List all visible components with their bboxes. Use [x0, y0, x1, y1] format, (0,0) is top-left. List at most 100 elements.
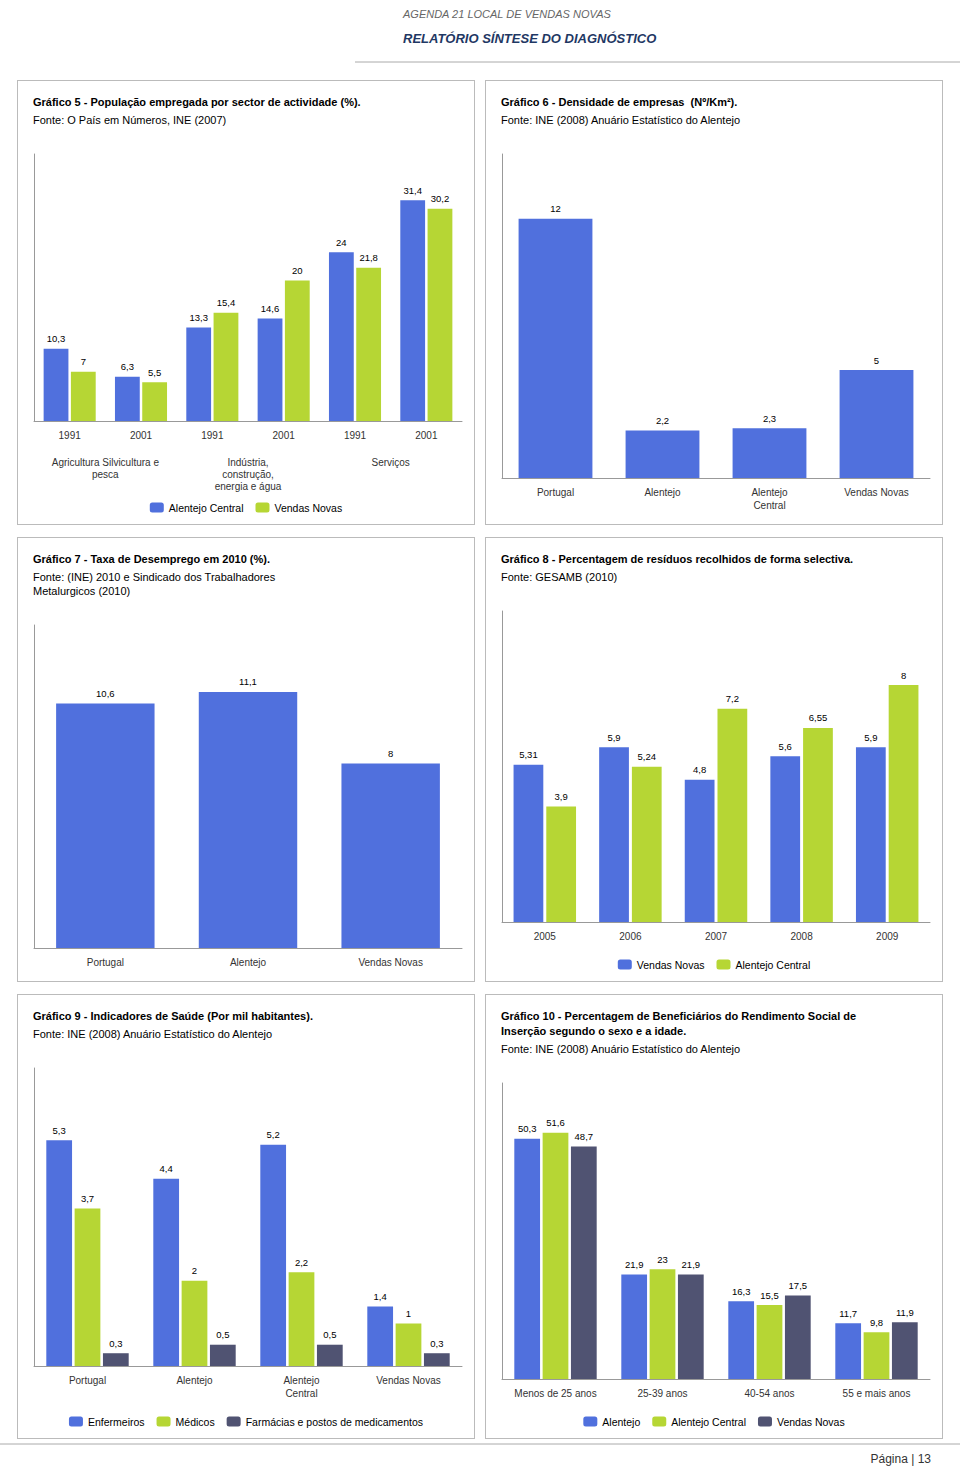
svg-text:8: 8	[901, 670, 906, 681]
svg-text:21,8: 21,8	[359, 252, 378, 263]
svg-text:2,2: 2,2	[295, 1257, 308, 1268]
svg-text:14,6: 14,6	[261, 303, 280, 314]
svg-text:Alentejo: Alentejo	[283, 1375, 320, 1386]
svg-text:Vendas Novas: Vendas Novas	[637, 959, 705, 971]
svg-text:Gráfico 6 - Densidade de empre: Gráfico 6 - Densidade de empresas (Nº/Km…	[501, 96, 737, 108]
svg-text:7: 7	[81, 356, 86, 367]
svg-text:0,5: 0,5	[323, 1329, 336, 1340]
svg-text:2001: 2001	[273, 430, 296, 441]
svg-text:Agricultura Silvicultura e: Agricultura Silvicultura e	[52, 457, 160, 468]
svg-text:Serviços: Serviços	[371, 457, 409, 468]
svg-text:16,3: 16,3	[732, 1286, 751, 1297]
svg-text:Médicos: Médicos	[176, 1416, 215, 1428]
svg-text:4,8: 4,8	[693, 764, 706, 775]
svg-text:Portugal: Portugal	[69, 1375, 106, 1386]
svg-text:20: 20	[292, 265, 303, 276]
svg-text:Alentejo: Alentejo	[644, 487, 681, 498]
svg-text:energia e água: energia e água	[215, 481, 282, 492]
svg-text:2,3: 2,3	[763, 413, 776, 424]
svg-text:Central: Central	[285, 1388, 317, 1399]
svg-text:51,6: 51,6	[546, 1117, 565, 1128]
svg-text:6,55: 6,55	[809, 712, 828, 723]
svg-text:1: 1	[406, 1308, 411, 1319]
svg-text:40-54 anos: 40-54 anos	[744, 1388, 794, 1399]
svg-text:Gráfico 5 - População empregad: Gráfico 5 - População empregada por sect…	[33, 96, 361, 108]
svg-text:construção,: construção,	[222, 469, 274, 480]
svg-text:2,2: 2,2	[656, 415, 669, 426]
svg-text:5,9: 5,9	[864, 732, 877, 743]
svg-text:2006: 2006	[619, 931, 642, 942]
svg-text:21,9: 21,9	[682, 1259, 701, 1270]
svg-text:Central: Central	[753, 500, 785, 511]
svg-text:Alentejo Central: Alentejo Central	[736, 959, 811, 971]
svg-text:2008: 2008	[790, 931, 813, 942]
svg-text:3,7: 3,7	[81, 1193, 94, 1204]
svg-text:Vendas Novas: Vendas Novas	[274, 502, 342, 514]
svg-text:Vendas Novas: Vendas Novas	[376, 1375, 441, 1386]
svg-text:4,4: 4,4	[160, 1163, 173, 1174]
svg-text:9,8: 9,8	[870, 1317, 883, 1328]
svg-text:25-39 anos: 25-39 anos	[637, 1388, 687, 1399]
svg-text:1991: 1991	[201, 430, 224, 441]
svg-text:3,9: 3,9	[555, 791, 568, 802]
svg-text:Portugal: Portugal	[87, 957, 124, 968]
svg-text:0,3: 0,3	[109, 1338, 122, 1349]
svg-text:5,24: 5,24	[638, 751, 657, 762]
svg-text:11,9: 11,9	[896, 1307, 914, 1318]
svg-text:Portugal: Portugal	[537, 487, 574, 498]
svg-text:12: 12	[550, 203, 561, 214]
svg-text:Alentejo Central: Alentejo Central	[169, 502, 244, 514]
svg-text:pesca: pesca	[92, 469, 119, 480]
svg-text:5,6: 5,6	[779, 741, 792, 752]
svg-text:15,4: 15,4	[217, 297, 236, 308]
svg-text:Fonte: GESAMB (2010): Fonte: GESAMB (2010)	[501, 571, 617, 583]
svg-text:Vendas Novas: Vendas Novas	[358, 957, 423, 968]
svg-text:Inserção segundo o sexo e a id: Inserção segundo o sexo e a idade.	[501, 1025, 686, 1037]
svg-text:2009: 2009	[876, 931, 899, 942]
svg-text:Indústria,: Indústria,	[227, 457, 268, 468]
svg-text:Fonte: INE (2008) Anuário Esta: Fonte: INE (2008) Anuário Estatístico do…	[501, 1043, 740, 1055]
svg-text:31,4: 31,4	[403, 185, 422, 196]
svg-text:Alentejo Central: Alentejo Central	[671, 1416, 746, 1428]
svg-text:AGENDA 21 LOCAL DE VENDAS NOVA: AGENDA 21 LOCAL DE VENDAS NOVAS	[402, 8, 612, 20]
svg-text:30,2: 30,2	[431, 193, 450, 204]
svg-text:2005: 2005	[534, 931, 557, 942]
svg-text:RELATÓRIO SÍNTESE DO DIAGNÓSTI: RELATÓRIO SÍNTESE DO DIAGNÓSTICO	[403, 31, 656, 46]
svg-text:0,3: 0,3	[430, 1338, 443, 1349]
svg-text:Alentejo: Alentejo	[751, 487, 788, 498]
svg-text:11,1: 11,1	[239, 676, 257, 687]
svg-text:17,5: 17,5	[789, 1280, 808, 1291]
svg-text:7,2: 7,2	[726, 693, 739, 704]
svg-text:Gráfico 10 - Percentagem de Be: Gráfico 10 - Percentagem de Beneficiário…	[501, 1010, 856, 1022]
svg-text:5,9: 5,9	[607, 732, 620, 743]
svg-text:5: 5	[874, 355, 879, 366]
svg-text:2007: 2007	[705, 931, 728, 942]
svg-text:1991: 1991	[59, 430, 82, 441]
svg-text:21,9: 21,9	[625, 1259, 644, 1270]
svg-text:Gráfico 8 - Percentagem de res: Gráfico 8 - Percentagem de resíduos reco…	[501, 553, 853, 565]
svg-text:0,5: 0,5	[216, 1329, 229, 1340]
svg-text:Gráfico 9 - Indicadores de Saú: Gráfico 9 - Indicadores de Saúde (Por mi…	[33, 1010, 313, 1022]
svg-text:10,3: 10,3	[47, 333, 65, 344]
svg-text:Fonte: INE (2008) Anuário Esta: Fonte: INE (2008) Anuário Estatístico do…	[501, 114, 740, 126]
svg-text:5,31: 5,31	[519, 749, 538, 760]
svg-text:1991: 1991	[344, 430, 367, 441]
svg-text:Alentejo: Alentejo	[230, 957, 267, 968]
svg-text:Fonte: (INE) 2010 e Sindicado: Fonte: (INE) 2010 e Sindicado dos Trabal…	[33, 571, 276, 583]
svg-text:2001: 2001	[415, 430, 438, 441]
svg-text:11,7: 11,7	[839, 1308, 857, 1319]
svg-text:1,4: 1,4	[374, 1291, 387, 1302]
svg-text:8: 8	[388, 748, 393, 759]
svg-text:Vendas Novas: Vendas Novas	[844, 487, 909, 498]
svg-text:23: 23	[657, 1254, 668, 1265]
svg-text:Metalurgicos (2010): Metalurgicos (2010)	[33, 585, 130, 597]
svg-text:10,6: 10,6	[96, 688, 115, 699]
svg-text:55 e mais anos: 55 e mais anos	[843, 1388, 911, 1399]
svg-text:2: 2	[192, 1265, 197, 1276]
svg-text:Menos de 25 anos: Menos de 25 anos	[514, 1388, 596, 1399]
svg-text:Gráfico 7 - Taxa de Desemprego: Gráfico 7 - Taxa de Desemprego em 2010 (…	[33, 553, 270, 565]
svg-text:Alentejo: Alentejo	[602, 1416, 640, 1428]
svg-text:5,5: 5,5	[148, 367, 161, 378]
svg-text:48,7: 48,7	[575, 1131, 594, 1142]
svg-text:6,3: 6,3	[121, 361, 134, 372]
